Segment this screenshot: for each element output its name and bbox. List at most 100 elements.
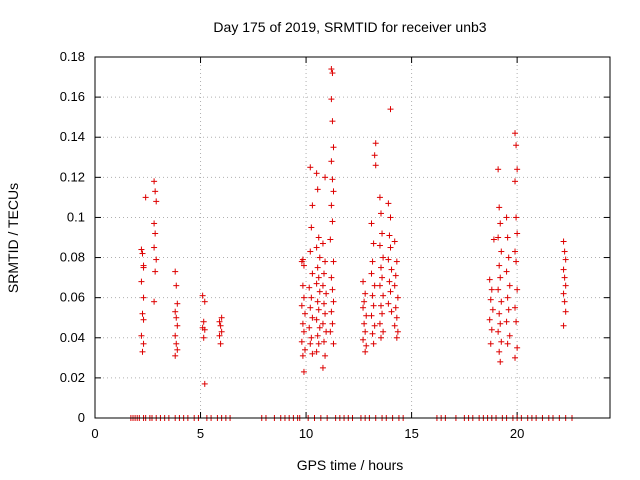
data-point <box>173 314 180 321</box>
data-point <box>313 348 320 355</box>
data-point <box>329 320 336 327</box>
data-point <box>513 142 520 149</box>
data-point <box>323 290 330 297</box>
y-tick-label: 0.04 <box>60 330 85 345</box>
data-point <box>506 282 513 289</box>
data-point <box>380 292 387 299</box>
data-point <box>371 152 378 159</box>
data-point <box>314 186 321 193</box>
data-point <box>314 264 321 271</box>
data-point <box>173 282 180 289</box>
data-point <box>152 230 159 237</box>
data-point <box>218 314 225 321</box>
data-point <box>391 322 398 329</box>
data-point <box>142 194 149 201</box>
data-point <box>328 158 335 165</box>
data-point <box>514 344 521 351</box>
data-point <box>498 248 505 255</box>
data-point <box>309 314 316 321</box>
data-point <box>322 258 329 265</box>
data-point <box>329 286 336 293</box>
data-point <box>486 316 493 323</box>
data-point <box>512 354 519 361</box>
data-point <box>319 364 326 371</box>
data-point <box>369 330 376 337</box>
data-point <box>298 302 305 309</box>
data-point <box>363 342 370 349</box>
y-tick-labels: 0 0.02 0.04 0.06 0.08 0.1 0.12 0.14 0.16 0.18 <box>60 49 85 425</box>
data-point <box>495 286 502 293</box>
data-point <box>562 256 569 263</box>
data-point <box>560 266 567 273</box>
data-point <box>174 346 181 353</box>
data-point <box>387 106 394 113</box>
data-point <box>329 218 336 225</box>
data-point <box>380 254 387 261</box>
data-point <box>489 306 496 313</box>
data-point <box>307 304 314 311</box>
data-point <box>330 298 337 305</box>
data-point <box>380 328 387 335</box>
y-tick-label: 0.16 <box>60 89 85 104</box>
y-tick-label: 0.18 <box>60 49 85 64</box>
data-point <box>322 310 329 317</box>
data-point <box>370 302 377 309</box>
data-point <box>497 320 504 327</box>
data-point <box>377 334 384 341</box>
data-point <box>393 314 400 321</box>
data-point <box>497 274 504 281</box>
data-point <box>300 328 307 335</box>
data-point <box>139 348 146 355</box>
data-point <box>393 334 400 341</box>
data-point <box>300 294 307 301</box>
data-point <box>299 320 306 327</box>
data-point <box>328 66 335 73</box>
data-point <box>513 318 520 325</box>
data-point <box>319 282 326 289</box>
data-point <box>361 320 368 327</box>
data-point <box>308 334 315 341</box>
data-point <box>372 162 379 169</box>
y-tick-label: 0 <box>78 410 85 425</box>
data-point <box>504 234 511 241</box>
data-point <box>370 340 377 347</box>
data-point <box>313 316 320 323</box>
data-point <box>151 178 158 185</box>
data-point <box>330 258 337 265</box>
data-point <box>503 214 510 221</box>
data-point <box>562 308 569 315</box>
data-point <box>376 194 383 201</box>
data-point <box>151 298 158 305</box>
data-point <box>216 332 223 339</box>
data-point <box>321 300 328 307</box>
data-point <box>490 236 497 243</box>
data-point <box>309 270 316 277</box>
data-point <box>497 220 504 227</box>
x-tick-labels: 0 5 10 15 20 <box>91 426 524 441</box>
data-point <box>328 274 335 281</box>
data-point <box>302 310 309 317</box>
data-point <box>391 282 398 289</box>
data-point <box>368 270 375 277</box>
data-point <box>315 340 322 347</box>
data-point <box>172 332 179 339</box>
data-point <box>302 346 309 353</box>
data-point <box>377 302 384 309</box>
data-point <box>487 340 494 347</box>
data-point <box>560 290 567 297</box>
data-point <box>139 250 146 257</box>
data-point <box>319 320 326 327</box>
data-point <box>388 266 395 273</box>
data-point <box>385 300 392 307</box>
x-tick-label: 20 <box>510 426 524 441</box>
data-point <box>140 294 147 301</box>
data-point <box>495 166 502 173</box>
x-tick-label: 15 <box>404 426 418 441</box>
data-point <box>498 338 505 345</box>
chart-title: Day 175 of 2019, SRMTID for receiver unb… <box>213 19 486 35</box>
data-point <box>201 326 208 333</box>
data-point <box>322 352 329 359</box>
data-point <box>299 282 306 289</box>
data-point <box>330 188 337 195</box>
data-point <box>140 340 147 347</box>
